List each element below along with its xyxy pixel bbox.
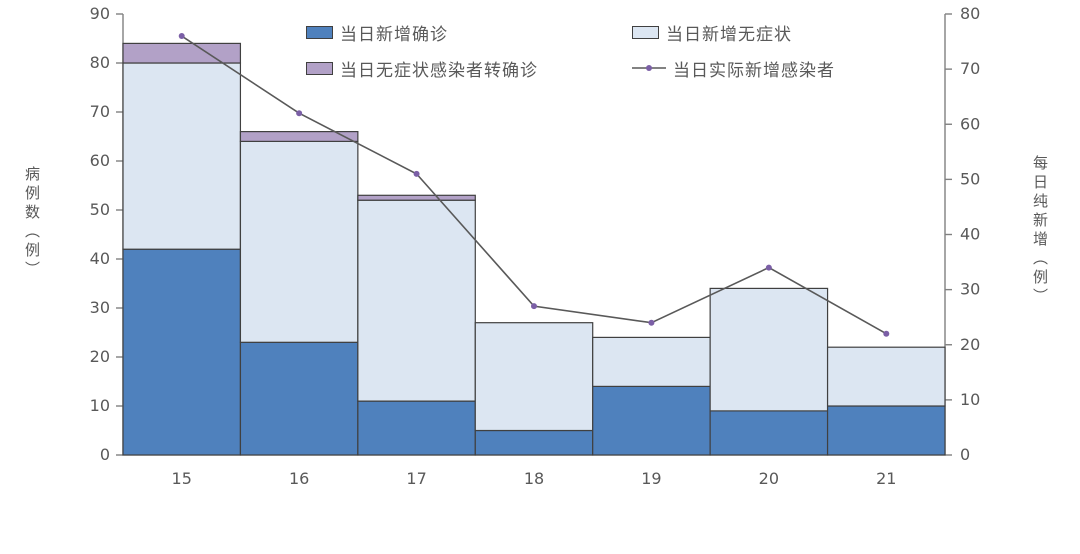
- legend-item-new-confirmed: 当日新增确诊: [306, 18, 632, 46]
- bar-segment-15-series0: [122, 248, 242, 456]
- bar-segment-17-series2: [357, 194, 476, 201]
- legend-label-new-confirmed: 当日新增确诊: [340, 24, 448, 45]
- right-axis-tick-label: 10: [960, 390, 980, 409]
- legend-label-new-asymptomatic: 当日新增无症状: [666, 24, 792, 45]
- bar-segment-15-series2: [122, 42, 242, 64]
- legend-swatch-converted-confirmed: [306, 61, 333, 75]
- x-axis-category-label: 20: [759, 469, 779, 488]
- x-axis-category-label: 17: [406, 469, 426, 488]
- legend-item-actual-new-infections: 当日实际新增感染者: [632, 54, 962, 82]
- left-axis-tick-label: 70: [90, 102, 110, 121]
- bar-segment-18-series0: [474, 429, 594, 456]
- legend-swatch-new-confirmed: [306, 25, 333, 39]
- left-axis-title: 病例数（例）: [23, 166, 41, 280]
- left-axis-tick-label: 40: [90, 249, 110, 268]
- legend-label-converted-confirmed: 当日无症状感染者转确诊: [340, 60, 538, 81]
- line-marker-16: [296, 110, 303, 117]
- bar-segment-20-series0: [709, 410, 829, 456]
- line-legend-glyph-part: [646, 65, 652, 71]
- left-axis-tick-label: 0: [100, 445, 110, 464]
- left-axis-tick-label: 30: [90, 298, 110, 317]
- bar-segment-21-series0: [826, 405, 946, 456]
- line-marker-15: [178, 33, 185, 40]
- bar-segment-17-series1: [357, 199, 476, 402]
- line-marker-17: [413, 170, 420, 177]
- bar-segment-19-series1: [592, 336, 711, 387]
- left-axis-tick-label: 80: [90, 53, 110, 72]
- left-axis-tick-label: 60: [90, 151, 110, 170]
- legend-item-new-asymptomatic: 当日新增无症状: [632, 18, 962, 46]
- left-axis-tick-label: 20: [90, 347, 110, 366]
- right-axis-tick-label: 20: [960, 335, 980, 354]
- bar-segment-17-series0: [357, 400, 476, 456]
- bar-segment-16-series2: [239, 131, 359, 143]
- x-axis-category-label: 18: [524, 469, 544, 488]
- line-marker-21: [883, 330, 890, 337]
- left-axis-tick-label: 50: [90, 200, 110, 219]
- right-axis-tick-label: 70: [960, 59, 980, 78]
- line-marker-20: [765, 264, 772, 271]
- line-series-legend-icon: [632, 65, 666, 71]
- bar-segment-20-series1: [709, 287, 829, 412]
- right-axis-tick-label: 30: [960, 280, 980, 299]
- x-axis-category-label: 19: [641, 469, 661, 488]
- line-marker-19: [648, 319, 655, 326]
- right-axis-tick-label: 40: [960, 225, 980, 244]
- bar-segment-18-series1: [474, 322, 594, 432]
- right-axis-tick-label: 50: [960, 169, 980, 188]
- bar-segment-16-series0: [239, 341, 359, 456]
- legend-label-actual-new-infections: 当日实际新增感染者: [673, 60, 835, 81]
- bar-segment-16-series1: [239, 140, 359, 343]
- line-marker-18: [531, 303, 537, 310]
- x-axis-category-label: 16: [289, 469, 309, 488]
- legend-item-converted-confirmed: 当日无症状感染者转确诊: [306, 54, 632, 82]
- x-axis-category-label: 21: [876, 469, 896, 488]
- right-axis-tick-label: 80: [960, 4, 980, 23]
- legend: 当日新增确诊 当日新增无症状 当日无症状感染者转确诊 当日实际新增感染者: [306, 18, 962, 82]
- legend-swatch-new-asymptomatic: [632, 25, 659, 39]
- bar-segment-21-series1: [826, 346, 946, 407]
- right-axis-tick-label: 0: [960, 445, 970, 464]
- bar-segment-15-series1: [122, 62, 242, 250]
- left-axis-tick-label: 90: [90, 4, 110, 23]
- left-axis-tick-label: 10: [90, 396, 110, 415]
- right-axis-tick-label: 60: [960, 114, 980, 133]
- x-axis-category-label: 15: [172, 469, 192, 488]
- bar-segment-19-series0: [592, 385, 711, 456]
- right-axis-title: 每日纯新增（例）: [1031, 155, 1049, 307]
